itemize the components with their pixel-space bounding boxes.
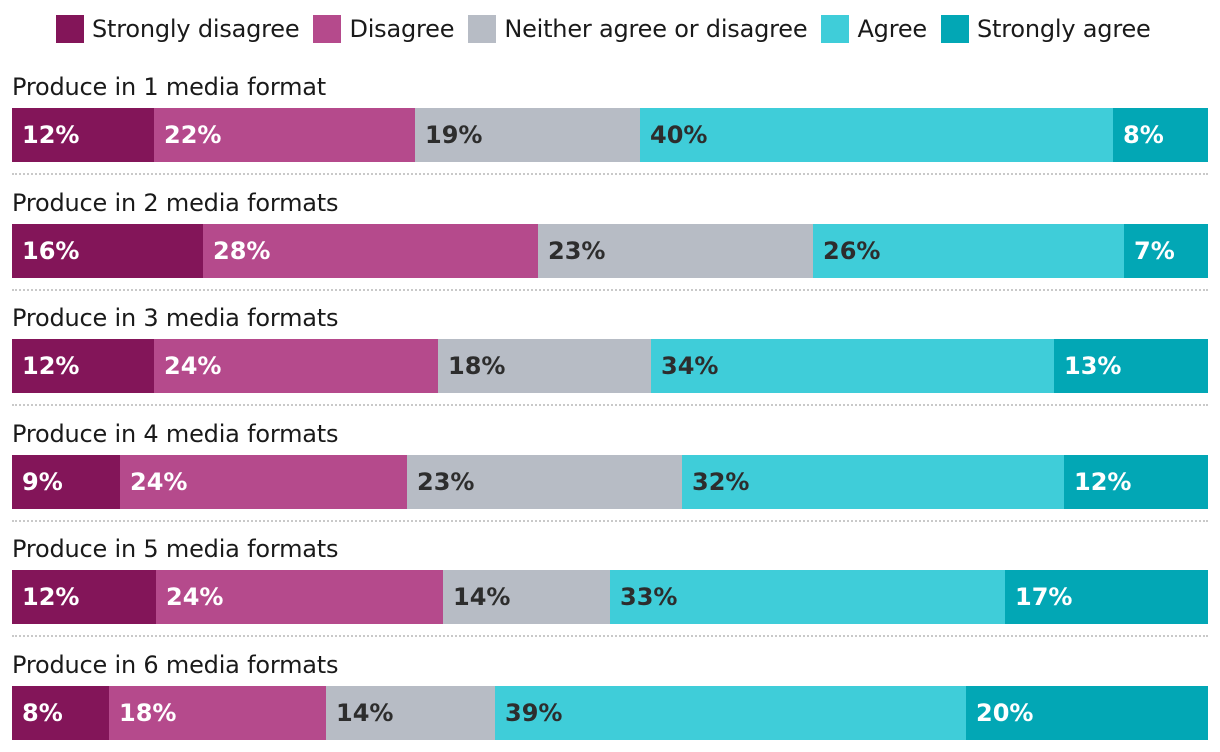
legend-swatch — [940, 15, 969, 43]
legend-swatch — [56, 15, 84, 43]
data-label: 14% — [336, 699, 394, 727]
legend-label: Agree — [857, 15, 927, 43]
data-label: 13% — [1064, 352, 1122, 380]
data-label: 18% — [119, 699, 177, 727]
bar-segment: 22% — [154, 108, 415, 162]
bar-segment: 12% — [1064, 455, 1208, 509]
bar-segment: 24% — [156, 570, 443, 624]
bar-segment: 33% — [610, 570, 1005, 624]
bar-segment: 9% — [12, 455, 120, 509]
data-label: 16% — [22, 237, 80, 265]
legend-label: Disagree — [349, 15, 455, 43]
category-label: Produce in 5 media formats — [12, 535, 339, 563]
stacked-bar: 9% 24% 23% 32% 12% — [12, 455, 1208, 509]
bar-segment: 39% — [495, 686, 966, 740]
data-label: 17% — [1015, 583, 1073, 611]
legend-item: Disagree — [313, 15, 455, 43]
bar-segment: 12% — [12, 108, 154, 162]
chart-legend: Strongly disagree Disagree Neither agree o… — [56, 14, 1165, 44]
stacked-bar: 8% 18% 14% 39% 20% — [12, 686, 1208, 740]
category-label: Produce in 2 media formats — [12, 189, 339, 217]
data-label: 20% — [976, 699, 1034, 727]
bar-segment: 24% — [120, 455, 407, 509]
legend-swatch — [313, 15, 342, 43]
legend-label: Strongly disagree — [92, 15, 300, 43]
legend-item: Neither agree or disagree — [468, 15, 808, 43]
data-label: 18% — [448, 352, 506, 380]
bar-segment: 18% — [109, 686, 326, 740]
bar-segment: 8% — [1113, 108, 1208, 162]
category-label: Produce in 4 media formats — [12, 420, 339, 448]
data-label: 24% — [164, 352, 222, 380]
bar-segment: 8% — [12, 686, 109, 740]
bar-segment: 32% — [682, 455, 1064, 509]
data-label: 12% — [22, 583, 80, 611]
data-label: 34% — [661, 352, 719, 380]
legend-swatch — [468, 15, 497, 43]
bar-segment: 40% — [640, 108, 1113, 162]
legend-swatch — [821, 15, 850, 43]
bar-segment: 17% — [1005, 570, 1208, 624]
data-label: 32% — [692, 468, 750, 496]
stacked-bar: 12% 24% 14% 33% 17% — [12, 570, 1208, 624]
stacked-bar: 12% 22% 19% 40% 8% — [12, 108, 1208, 162]
bar-segment: 19% — [415, 108, 640, 162]
bar-segment: 23% — [407, 455, 682, 509]
data-label: 33% — [620, 583, 678, 611]
data-label: 39% — [505, 699, 563, 727]
data-label: 12% — [1074, 468, 1132, 496]
data-label: 7% — [1134, 237, 1175, 265]
row-divider — [12, 520, 1208, 522]
bar-segment: 7% — [1124, 224, 1208, 278]
bar-segment: 12% — [12, 339, 154, 393]
row-divider — [12, 289, 1208, 291]
row-divider — [12, 635, 1208, 637]
data-label: 40% — [650, 121, 708, 149]
bar-segment: 24% — [154, 339, 438, 393]
data-label: 12% — [22, 352, 80, 380]
row-divider — [12, 173, 1208, 175]
bar-segment: 13% — [1054, 339, 1208, 393]
data-label: 9% — [22, 468, 63, 496]
category-label: Produce in 6 media formats — [12, 651, 339, 679]
data-label: 8% — [22, 699, 63, 727]
data-label: 24% — [130, 468, 188, 496]
bar-segment: 18% — [438, 339, 651, 393]
data-label: 28% — [213, 237, 271, 265]
legend-label: Neither agree or disagree — [504, 15, 808, 43]
bar-segment: 14% — [443, 570, 610, 624]
data-label: 8% — [1123, 121, 1164, 149]
bar-segment: 14% — [326, 686, 495, 740]
bar-segment: 28% — [203, 224, 538, 278]
stacked-bar: 12% 24% 18% 34% 13% — [12, 339, 1208, 393]
data-label: 26% — [823, 237, 881, 265]
data-label: 14% — [453, 583, 511, 611]
bar-segment: 16% — [12, 224, 203, 278]
legend-item: Strongly disagree — [56, 15, 300, 43]
data-label: 22% — [164, 121, 222, 149]
bar-segment: 12% — [12, 570, 156, 624]
bar-segment: 34% — [651, 339, 1054, 393]
data-label: 19% — [425, 121, 483, 149]
legend-item: Agree — [821, 15, 927, 43]
row-divider — [12, 404, 1208, 406]
data-label: 24% — [166, 583, 224, 611]
data-label: 23% — [548, 237, 606, 265]
data-label: 23% — [417, 468, 475, 496]
category-label: Produce in 1 media format — [12, 73, 326, 101]
bar-segment: 26% — [813, 224, 1124, 278]
bar-segment: 20% — [966, 686, 1208, 740]
stacked-bar: 16% 28% 23% 26% 7% — [12, 224, 1208, 278]
category-label: Produce in 3 media formats — [12, 304, 339, 332]
bar-segment: 23% — [538, 224, 813, 278]
legend-item: Strongly agree — [940, 15, 1151, 43]
legend-label: Strongly agree — [976, 15, 1151, 43]
data-label: 12% — [22, 121, 80, 149]
